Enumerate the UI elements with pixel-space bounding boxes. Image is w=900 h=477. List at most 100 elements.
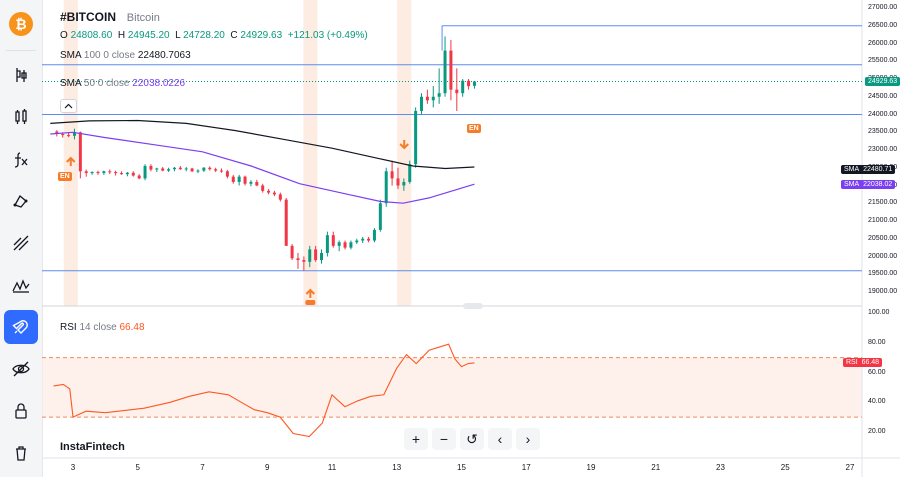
bitcoin-logo-icon[interactable]: ₿ (9, 12, 33, 36)
candle-body (161, 168, 165, 171)
candle-body (190, 168, 194, 172)
lines-tool-icon[interactable] (4, 226, 38, 260)
time-tick-label: 17 (521, 463, 531, 472)
zoom-out-button[interactable]: − (432, 428, 456, 450)
candle-body (249, 181, 253, 184)
candle-body (72, 132, 76, 136)
rsi-tag-value: 66.48 (861, 359, 880, 366)
candle-body (420, 96, 424, 111)
price-tick-label: 25500.00 (868, 57, 898, 65)
candle-body (149, 165, 153, 170)
left-toolbar: ₿ (0, 0, 43, 477)
sma100-legend[interactable]: SMA 100 0 close 22480.7063 (60, 50, 191, 61)
event-band (303, 0, 318, 306)
low-value: 24728.20 (183, 30, 225, 41)
candle-body (220, 170, 224, 172)
price-tick-label: 26000.00 (868, 39, 898, 47)
event-badge-en[interactable]: EN (467, 124, 481, 133)
trash-icon[interactable] (4, 436, 38, 470)
event-arrow-down-icon (399, 140, 409, 150)
scroll-back-button[interactable]: ‹ (488, 428, 512, 450)
candle-body (378, 203, 382, 230)
rsi-name: RSI (60, 322, 77, 333)
time-tick-label: 11 (327, 463, 337, 472)
event-badge-en[interactable]: EN (58, 172, 72, 181)
collapse-legend-button[interactable] (60, 99, 77, 113)
visibility-icon[interactable] (4, 352, 38, 386)
watermark-logo: InstaFintech (60, 441, 125, 453)
sma50-value: 22038.0226 (132, 78, 186, 89)
candle-body (396, 178, 400, 186)
candle-body (178, 167, 182, 170)
rsi-tick-label: 40.00 (868, 398, 886, 406)
candle-body (267, 190, 271, 193)
event-arrow-up-icon (66, 156, 76, 166)
time-tick-label: 7 (200, 463, 205, 472)
patterns-icon[interactable] (4, 268, 38, 302)
sma50-tag-value: 22038.02 (863, 181, 893, 188)
candle-body (390, 171, 394, 179)
candle-body (331, 235, 335, 246)
reset-button[interactable]: ↺ (460, 428, 484, 450)
event-marker (305, 300, 316, 305)
last-price-tag: 24929.63 (865, 77, 900, 86)
magnet-icon[interactable] (4, 310, 38, 344)
candle-body (196, 170, 200, 172)
candle-body (155, 168, 159, 170)
candle-body (90, 172, 94, 174)
fx-icon[interactable] (4, 142, 38, 176)
candle-body (108, 171, 112, 173)
candle-body (402, 181, 406, 186)
drawing-tools-icon[interactable] (4, 184, 38, 218)
high-label: H (117, 30, 126, 41)
candle-body (172, 167, 176, 170)
zoom-in-button[interactable]: + (404, 428, 428, 450)
time-tick-label: 25 (780, 463, 790, 472)
pane-resize-handle (463, 303, 483, 309)
rsi-tag-label: RSI (846, 359, 858, 366)
candle-body (261, 185, 265, 191)
high-value: 24945.20 (127, 30, 170, 41)
time-tick-label: 3 (70, 463, 76, 472)
candle-body (137, 175, 141, 179)
scroll-forward-button[interactable]: › (516, 428, 540, 450)
candle-body (437, 93, 441, 97)
candle-body (272, 192, 276, 195)
sma100-price-tag: SMA 22480.71 (841, 165, 896, 174)
sma100-line (50, 119, 475, 170)
lock-icon[interactable] (4, 394, 38, 428)
open-value: 24808.60 (70, 30, 113, 41)
candle-body (184, 168, 188, 170)
rsi-tick-label: 100.00 (868, 309, 890, 316)
candle-body (208, 167, 212, 170)
zoom-toolbar: + − ↺ ‹ › (404, 428, 540, 450)
candle-body (361, 238, 365, 241)
candle-body (372, 229, 376, 241)
candle-body (78, 132, 82, 172)
candle-body (308, 249, 312, 262)
symbol-name: Bitcoin (126, 12, 160, 24)
candle-body (61, 134, 65, 136)
indicators-icon[interactable] (4, 100, 38, 134)
sma100-value: 22480.7063 (137, 50, 191, 61)
sma50-legend[interactable]: SMA 50 0 close 22038.0226 (60, 78, 185, 89)
candle-body (102, 171, 106, 174)
rsi-legend[interactable]: RSI 14 close 66.48 (60, 322, 145, 333)
candle-body (202, 167, 206, 171)
candle-body (455, 89, 459, 94)
rsi-value: 66.48 (119, 322, 145, 333)
candle-body (467, 80, 471, 87)
candles-icon[interactable] (4, 58, 38, 92)
price-chart[interactable] (42, 0, 900, 477)
bitcoin-glyph: ₿ (15, 16, 27, 32)
price-tick-label: 20500.00 (868, 234, 898, 242)
candle-body (255, 181, 259, 186)
rsi-params: 14 close (79, 322, 117, 333)
candle-body (408, 164, 412, 182)
candle-body (425, 96, 429, 101)
sma50-params: 50 0 close (83, 78, 130, 89)
candle-body (384, 171, 388, 204)
time-tick-label: 21 (651, 463, 661, 472)
candle-body (472, 81, 476, 86)
time-tick-label: 19 (586, 463, 596, 472)
